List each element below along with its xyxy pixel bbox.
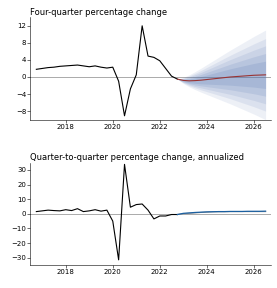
Text: Quarter-to-quarter percentage change, annualized: Quarter-to-quarter percentage change, an…	[30, 153, 245, 162]
Text: Four-quarter percentage change: Four-quarter percentage change	[30, 7, 168, 16]
